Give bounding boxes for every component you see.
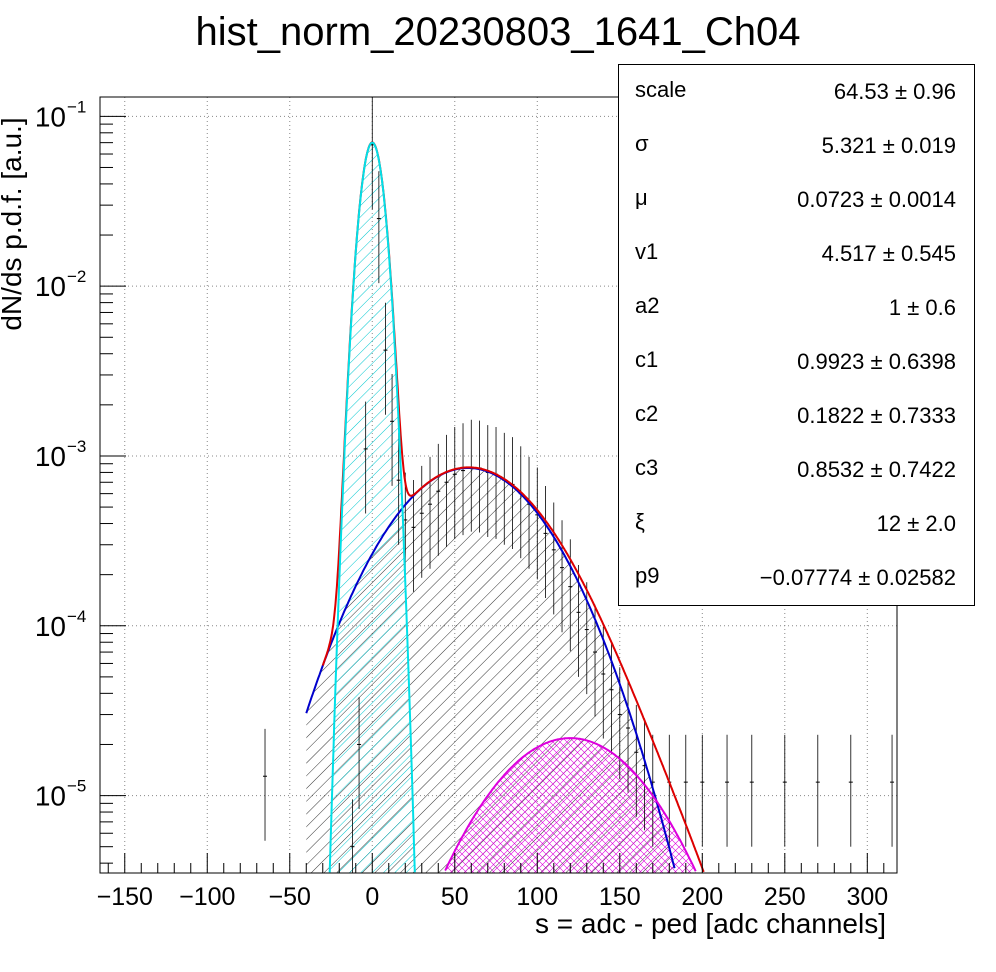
stat-row: μ 0.0723 ± 0.0014	[619, 173, 974, 227]
x-tick-label: 200	[681, 883, 723, 911]
stat-value: −0.07774 ± 0.02582	[759, 565, 956, 590]
stat-row: v1 4.517 ± 0.545	[619, 227, 974, 281]
y-tick-label: 10	[35, 611, 66, 642]
stat-value: 0.9923 ± 0.6398	[797, 349, 956, 374]
stat-row: ξ 12 ± 2.0	[619, 497, 974, 551]
x-tick-label: −50	[269, 883, 311, 911]
y-tick-label: 10	[35, 441, 66, 472]
y-tick-exponent: −5	[67, 777, 86, 796]
plot-content	[263, 97, 895, 873]
stat-value: 0.8532 ± 0.7422	[797, 457, 956, 482]
y-axis: 10−110−210−310−410−5	[35, 97, 126, 864]
stat-row: σ 5.321 ± 0.019	[619, 119, 974, 173]
x-tick-label: −100	[179, 883, 235, 911]
x-tick-label: 0	[365, 883, 379, 911]
y-tick-label: 10	[35, 271, 66, 302]
stat-name: p9	[635, 563, 660, 588]
stat-value: 0.1822 ± 0.7333	[797, 403, 956, 428]
y-tick-exponent: −1	[67, 97, 86, 116]
y-tick-label: 10	[35, 781, 66, 812]
second-pe-curve	[444, 737, 697, 872]
y-tick-exponent: −4	[67, 607, 86, 626]
x-axis: −150 −100 −50 0 50 100 150 200 250 300	[97, 853, 888, 911]
stat-name: c2	[635, 401, 659, 426]
stat-value: 64.53 ± 0.96	[833, 79, 956, 104]
stat-name: v1	[635, 239, 659, 264]
stat-name: c1	[635, 347, 659, 372]
x-tick-label: 250	[764, 883, 806, 911]
stat-value: 0.0723 ± 0.0014	[797, 187, 956, 212]
histogram	[263, 97, 895, 873]
stat-value: 12 ± 2.0	[876, 511, 956, 536]
chart-title: hist_norm_20230803_1641_Ch04	[195, 10, 801, 54]
y-axis-label: dN/ds p.d.f. [a.u.]	[0, 117, 27, 331]
stat-row: c2 0.1822 ± 0.7333	[619, 389, 974, 443]
stat-value: 5.321 ± 0.019	[821, 133, 956, 158]
stat-name: ξ	[635, 509, 645, 534]
stat-row: p9 −0.07774 ± 0.02582	[619, 551, 974, 605]
x-tick-label: 150	[599, 883, 641, 911]
x-axis-label: s = adc - ped [adc channels]	[535, 908, 886, 939]
y-tick-exponent: −3	[67, 437, 86, 456]
stat-name: a2	[635, 293, 660, 318]
stat-value: 1 ± 0.6	[888, 295, 956, 320]
fit-stats-box: scale 64.53 ± 0.96 σ 5.321 ± 0.019 μ 0.0723…	[618, 64, 975, 606]
stat-name: μ	[635, 185, 648, 210]
x-tick-label: 50	[441, 883, 469, 911]
stat-value: 4.517 ± 0.545	[821, 241, 956, 266]
pedestal-curve	[328, 141, 416, 873]
stat-name: scale	[635, 77, 687, 102]
stat-name: σ	[635, 131, 649, 156]
x-tick-label: 100	[516, 883, 558, 911]
x-tick-label: −150	[97, 883, 153, 911]
y-tick-label: 10	[35, 101, 66, 132]
x-tick-label: 300	[846, 883, 888, 911]
stat-name: c3	[635, 455, 659, 480]
stat-row: scale 64.53 ± 0.96	[619, 65, 974, 119]
stat-row: c1 0.9923 ± 0.6398	[619, 335, 974, 389]
stat-row: a2 1 ± 0.6	[619, 281, 974, 335]
y-tick-exponent: −2	[67, 267, 86, 286]
stat-row: c3 0.8532 ± 0.7422	[619, 443, 974, 497]
